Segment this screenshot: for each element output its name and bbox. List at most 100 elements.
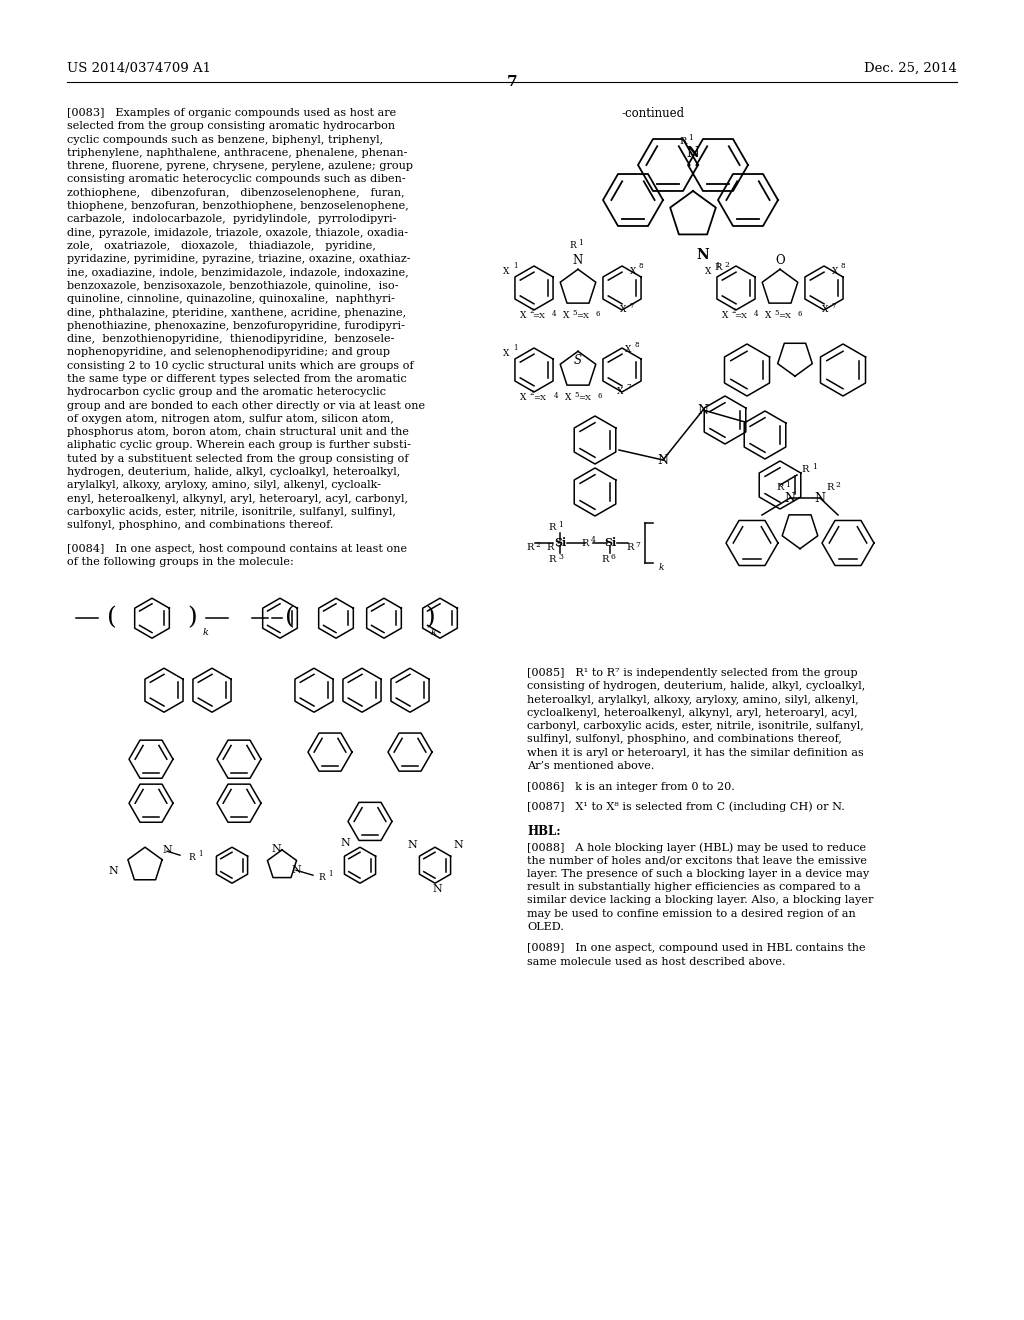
Text: 7: 7 (831, 302, 837, 310)
Text: X: X (565, 393, 571, 403)
Text: threne, fluorene, pyrene, chrysene, perylene, azulene; group: threne, fluorene, pyrene, chrysene, pery… (67, 161, 413, 172)
Text: N: N (291, 865, 301, 875)
Text: k: k (431, 628, 437, 636)
Text: N: N (657, 454, 669, 466)
Text: R: R (188, 853, 196, 862)
Text: enyl, heteroalkenyl, alkynyl, aryl, heteroaryl, acyl, carbonyl,: enyl, heteroalkenyl, alkynyl, aryl, hete… (67, 494, 408, 504)
Text: triphenylene, naphthalene, anthracene, phenalene, phenan-: triphenylene, naphthalene, anthracene, p… (67, 148, 408, 158)
Text: 5: 5 (572, 309, 578, 317)
Text: X: X (563, 312, 569, 321)
Text: cyclic compounds such as benzene, biphenyl, triphenyl,: cyclic compounds such as benzene, biphen… (67, 135, 383, 145)
Text: 1: 1 (513, 345, 517, 352)
Text: X: X (630, 267, 636, 276)
Text: N: N (572, 253, 583, 267)
Text: N: N (687, 147, 699, 160)
Text: R: R (582, 539, 589, 548)
Text: 1: 1 (688, 135, 693, 143)
Text: sulfinyl, sulfonyl, phosphino, and combinations thereof,: sulfinyl, sulfonyl, phosphino, and combi… (527, 734, 842, 744)
Text: N: N (784, 491, 796, 504)
Text: N: N (162, 845, 172, 855)
Text: R: R (526, 544, 534, 553)
Text: N: N (814, 491, 825, 504)
Text: Si: Si (554, 537, 566, 549)
Text: [0083]   Examples of organic compounds used as host are: [0083] Examples of organic compounds use… (67, 108, 396, 117)
Text: [0084]   In one aspect, host compound contains at least one: [0084] In one aspect, host compound cont… (67, 544, 408, 553)
Text: R: R (715, 264, 722, 272)
Text: R: R (601, 556, 608, 565)
Text: X: X (822, 305, 828, 314)
Text: OLED.: OLED. (527, 923, 564, 932)
Text: Ar’s mentioned above.: Ar’s mentioned above. (527, 762, 654, 771)
Text: benzoxazole, benzisoxazole, benzothiazole, quinoline,  iso-: benzoxazole, benzisoxazole, benzothiazol… (67, 281, 398, 290)
Text: N: N (454, 841, 463, 850)
Text: heteroalkyl, arylalkyl, alkoxy, aryloxy, amino, silyl, alkenyl,: heteroalkyl, arylalkyl, alkoxy, aryloxy,… (527, 694, 859, 705)
Text: dine,  benzothienopyridine,  thienodipyridine,  benzosele-: dine, benzothienopyridine, thienodipyrid… (67, 334, 394, 345)
Text: S: S (574, 354, 582, 367)
Text: dine, phthalazine, pteridine, xanthene, acridine, phenazine,: dine, phthalazine, pteridine, xanthene, … (67, 308, 407, 318)
Text: when it is aryl or heteroaryl, it has the similar definition as: when it is aryl or heteroaryl, it has th… (527, 748, 864, 758)
Text: N: N (697, 404, 709, 417)
Text: N: N (340, 838, 350, 849)
Text: phenothiazine, phenoxazine, benzofuropyridine, furodipyri-: phenothiazine, phenoxazine, benzofuropyr… (67, 321, 404, 331)
Text: =X: =X (534, 393, 547, 403)
Text: thiophene, benzofuran, benzothiophene, benzoselenophene,: thiophene, benzofuran, benzothiophene, b… (67, 201, 409, 211)
Text: 1: 1 (813, 463, 817, 471)
Text: k: k (658, 564, 664, 573)
Text: nophenopyridine, and selenophenodipyridine; and group: nophenopyridine, and selenophenodipyridi… (67, 347, 390, 358)
Text: R: R (547, 544, 554, 553)
Text: [0086]   k is an integer from 0 to 20.: [0086] k is an integer from 0 to 20. (527, 783, 735, 792)
Text: ine, oxadiazine, indole, benzimidazole, indazole, indoxazine,: ine, oxadiazine, indole, benzimidazole, … (67, 268, 409, 277)
Text: 7: 7 (636, 541, 640, 549)
Text: carbazole,  indolocarbazole,  pyridylindole,  pyrrolodipyri-: carbazole, indolocarbazole, pyridylindol… (67, 214, 396, 224)
Text: the same type or different types selected from the aromatic: the same type or different types selecte… (67, 374, 407, 384)
Text: dine, pyrazole, imidazole, triazole, oxazole, thiazole, oxadia-: dine, pyrazole, imidazole, triazole, oxa… (67, 227, 408, 238)
Text: X: X (520, 312, 526, 321)
Text: [0089]   In one aspect, compound used in HBL contains the: [0089] In one aspect, compound used in H… (527, 944, 865, 953)
Text: R: R (318, 873, 326, 882)
Text: US 2014/0374709 A1: US 2014/0374709 A1 (67, 62, 211, 75)
Text: 1: 1 (558, 521, 563, 529)
Text: [0087]   X¹ to X⁸ is selected from C (including CH) or N.: [0087] X¹ to X⁸ is selected from C (incl… (527, 801, 845, 812)
Text: N: N (432, 884, 442, 894)
Text: 6: 6 (596, 310, 600, 318)
Text: cycloalkenyl, heteroalkenyl, alkynyl, aryl, heteroaryl, acyl,: cycloalkenyl, heteroalkenyl, alkynyl, ar… (527, 708, 858, 718)
Text: 1: 1 (328, 870, 332, 878)
Text: 2: 2 (732, 308, 736, 315)
Text: N: N (696, 248, 710, 261)
Text: 8: 8 (635, 341, 639, 348)
Text: hydrocarbon cyclic group and the aromatic heterocyclic: hydrocarbon cyclic group and the aromati… (67, 387, 386, 397)
Text: 4: 4 (552, 310, 556, 318)
Text: X: X (503, 267, 509, 276)
Text: carboxylic acids, ester, nitrile, isonitrile, sulfanyl, sulfinyl,: carboxylic acids, ester, nitrile, isonit… (67, 507, 396, 517)
Text: 2: 2 (529, 308, 535, 315)
Text: zothiophene,   dibenzofuran,   dibenzoselenophene,   furan,: zothiophene, dibenzofuran, dibenzoseleno… (67, 187, 404, 198)
Text: 1: 1 (198, 850, 203, 858)
Text: 6: 6 (610, 553, 615, 561)
Text: aliphatic cyclic group. Wherein each group is further substi-: aliphatic cyclic group. Wherein each gro… (67, 441, 411, 450)
Text: 5: 5 (574, 391, 580, 399)
Text: N: N (109, 866, 118, 876)
Text: X: X (722, 312, 728, 321)
Text: 7: 7 (507, 75, 517, 88)
Text: [0085]   R¹ to R⁷ is independently selected from the group: [0085] R¹ to R⁷ is independently selecte… (527, 668, 858, 678)
Text: 2: 2 (836, 480, 841, 488)
Text: R: R (548, 524, 556, 532)
Text: carbonyl, carboxylic acids, ester, nitrile, isonitrile, sulfanyl,: carbonyl, carboxylic acids, ester, nitri… (527, 721, 864, 731)
Text: R: R (679, 136, 687, 145)
Text: pyridazine, pyrimidine, pyrazine, triazine, oxazine, oxathiaz-: pyridazine, pyrimidine, pyrazine, triazi… (67, 255, 411, 264)
Text: 3: 3 (558, 553, 563, 561)
Text: N: N (408, 841, 417, 850)
Text: =X: =X (778, 312, 792, 319)
Text: R: R (776, 483, 783, 492)
Text: =X: =X (734, 312, 748, 319)
Text: 8: 8 (639, 261, 643, 271)
Text: 5: 5 (775, 309, 779, 317)
Text: N: N (271, 845, 281, 854)
Text: X: X (831, 267, 839, 276)
Text: 1: 1 (513, 261, 517, 271)
Text: 7: 7 (627, 383, 631, 391)
Text: same molecule used as host described above.: same molecule used as host described abo… (527, 957, 785, 966)
Text: Si: Si (604, 537, 616, 549)
Text: X: X (503, 348, 509, 358)
Text: 2: 2 (536, 541, 541, 549)
